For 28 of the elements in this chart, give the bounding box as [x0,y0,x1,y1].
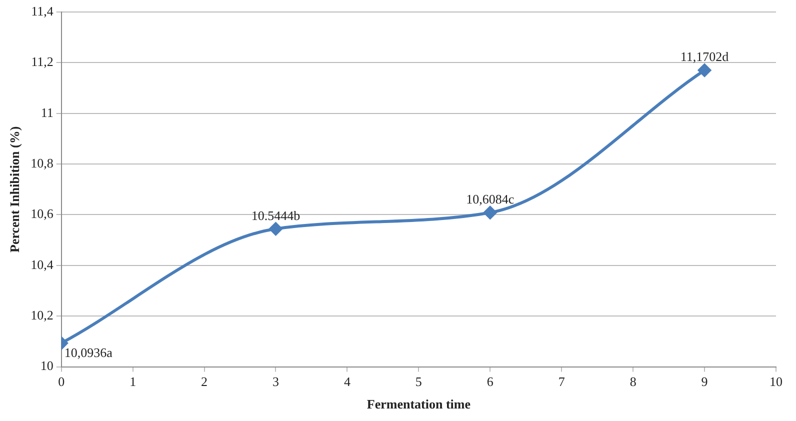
y-tick-label: 10,8 [30,155,54,170]
x-tick-label: 3 [272,374,279,390]
y-tick-label: 11,2 [31,54,54,70]
x-tick-label: 4 [344,374,351,390]
x-tick-label: 10 [770,374,782,390]
x-axis-title: Fermentation time [366,396,471,412]
y-axis-title: Percent Inhibition (%) [7,126,22,252]
x-tick-label: 6 [486,374,494,390]
x-tick-label: 0 [58,374,65,390]
y-tick-label: 10,6 [30,206,54,222]
point [484,206,497,220]
y-tick-label: 10,2 [30,308,54,323]
x-tick-label: 5 [415,374,422,390]
x-tick-label: 7 [558,374,566,390]
x-tick-label: 8 [630,374,636,390]
data-label: 10,6084c [466,192,514,207]
y-tick-label: 11 [40,104,54,120]
x-tick-label: 9 [701,374,708,390]
point [269,222,282,236]
y-tick-label: 10 [40,358,54,374]
x-tick-label: 1 [130,374,136,390]
data-label: 11,1702d [680,49,730,64]
data-label: 10,0936a [64,345,113,360]
data-label: 10.5444b [251,208,300,223]
point [698,64,712,77]
x-tick-label: 2 [201,374,208,390]
y-tick-label: 11,4 [31,3,54,18]
y-tick-label: 10,4 [30,256,54,272]
